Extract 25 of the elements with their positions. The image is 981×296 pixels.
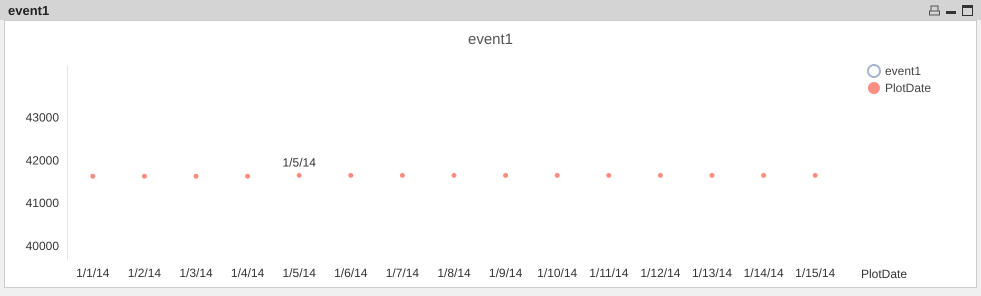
y-tick-label: 43000 xyxy=(26,110,60,124)
text: event1 xyxy=(8,2,50,18)
chart-title: event1 xyxy=(468,31,514,48)
legend-label: event1 xyxy=(884,64,922,78)
annotation: 1/5/14 xyxy=(282,155,316,170)
x-tick-label: 1/5/14 xyxy=(282,266,316,280)
y-tick-label: 41000 xyxy=(26,196,60,210)
x-tick-label: 1/6/14 xyxy=(334,266,368,280)
x-tick-label: 1/3/14 xyxy=(179,266,213,280)
x-tick-label: 1/1/14 xyxy=(76,266,110,280)
x-tick-label: 1/7/14 xyxy=(386,266,420,280)
x-axis-title: PlotDate xyxy=(861,267,908,281)
x-tick-label: 1/9/14 xyxy=(488,266,523,280)
y-tick-label: 42000 xyxy=(26,153,60,168)
x-tick-label: 1/15/14 xyxy=(795,266,836,280)
x-tick-label: 1/10/14 xyxy=(537,266,578,280)
x-tick-label: 1/4/14 xyxy=(230,266,265,280)
x-tick-label: 1/14/14 xyxy=(744,266,784,280)
y-tick-label: 40000 xyxy=(26,239,60,254)
x-tick-label: 1/11/14 xyxy=(589,266,629,280)
x-tick-label: 1/2/14 xyxy=(128,266,162,280)
x-tick-label: 1/8/14 xyxy=(437,266,471,280)
legend-label: PlotDate xyxy=(884,81,932,95)
x-tick-label: 1/12/14 xyxy=(640,266,681,280)
x-tick-label: 1/13/14 xyxy=(692,266,732,280)
